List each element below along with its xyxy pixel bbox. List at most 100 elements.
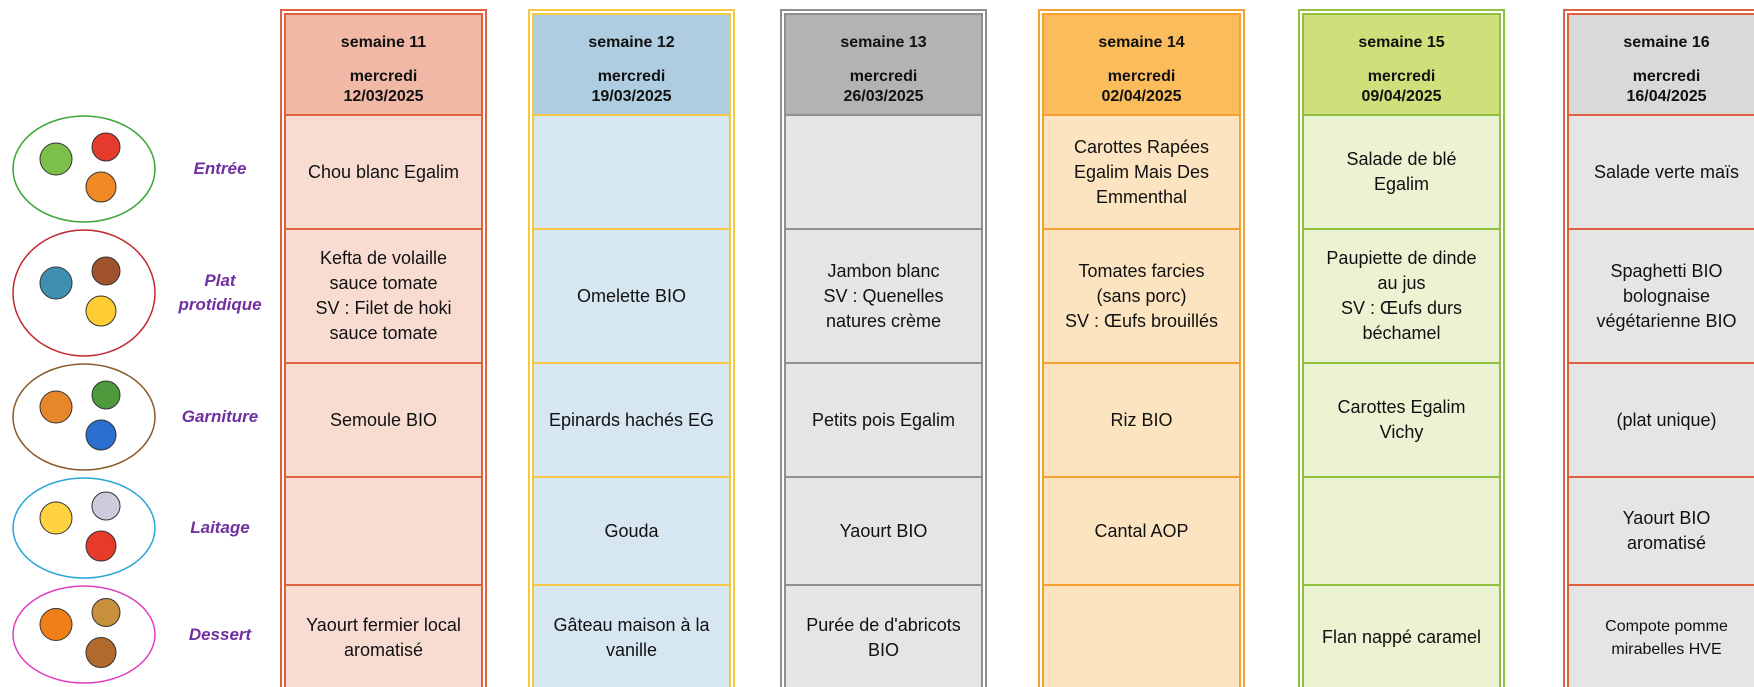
week-label: semaine 16 — [1623, 34, 1710, 51]
row-icon — [12, 477, 156, 579]
dish-line: Carottes Egalim — [1337, 397, 1466, 417]
dish-cell: Gâteau maison à la vanille — [532, 584, 731, 687]
dish-cell: Gouda — [532, 476, 731, 586]
dish-cell: Yaourt BIO aromatisé — [1567, 476, 1754, 586]
dish-cell — [1302, 476, 1501, 586]
dish-line: Gâteau maison à la — [553, 614, 710, 635]
icon-shape — [39, 142, 73, 176]
dish-line: Yaourt BIO — [1622, 508, 1711, 528]
date-label: 09/04/2025 — [1361, 88, 1442, 105]
row-label: Laitage — [190, 518, 250, 537]
week-label: semaine 13 — [840, 34, 927, 51]
dish-line: SV : Filet de hoki — [315, 298, 452, 318]
dish-line: Omelette BIO — [576, 285, 687, 306]
icon-oval — [12, 229, 156, 357]
dish-line: aromatisé — [1626, 533, 1707, 553]
dish-cell: Yaourt BIO — [784, 476, 983, 586]
day-label: mercredi — [849, 68, 918, 85]
row-label: Garniture — [181, 407, 259, 426]
menu-column: semaine 14 mercredi 02/04/2025 Carottes Rap… — [1038, 9, 1245, 687]
menu-column: semaine 15 mercredi 09/04/2025 Salade de bl… — [1298, 9, 1505, 687]
dish-cell: Cantal AOP — [1042, 476, 1241, 586]
dish-line: BIO — [867, 639, 899, 660]
dish-cell — [284, 476, 483, 586]
dish-line: Cantal AOP — [1094, 520, 1189, 541]
dish-cell: Semoule BIO — [284, 362, 483, 478]
icon-shape — [39, 266, 73, 300]
icon-shape — [91, 380, 121, 410]
dish-line: au jus — [1377, 273, 1426, 293]
icon-oval — [12, 477, 156, 579]
icon-shape — [91, 598, 121, 627]
date-label: 19/03/2025 — [591, 88, 672, 105]
row-icon — [12, 363, 156, 471]
dish-line: SV : Œufs brouillés — [1064, 310, 1219, 331]
dish-cell — [784, 114, 983, 230]
icon-oval — [12, 115, 156, 223]
dish-line: Vichy — [1379, 422, 1424, 442]
dish-cell: Riz BIO — [1042, 362, 1241, 478]
dish-line: Epinards hachés EG — [548, 409, 715, 430]
dish-cell: Flan nappé caramel — [1302, 584, 1501, 687]
week-label: semaine 11 — [340, 34, 427, 51]
menu-column: semaine 16 mercredi 16/04/2025 Salade verte… — [1563, 9, 1754, 687]
week-label: semaine 15 — [1358, 34, 1445, 51]
row-icon — [12, 585, 156, 684]
dish-line: vanille — [605, 639, 658, 660]
icon-shape — [85, 530, 117, 562]
day-label: mercredi — [1107, 68, 1176, 85]
dish-line: Petits pois Egalim — [811, 409, 956, 430]
row-label: Plat protidique — [178, 271, 262, 314]
dish-line: SV : Œufs durs — [1340, 298, 1463, 318]
dish-line: aromatisé — [343, 639, 424, 660]
dish-cell: Epinards hachés EG — [532, 362, 731, 478]
dish-line: Yaourt BIO — [839, 520, 928, 541]
dish-line: Flan nappé caramel — [1321, 627, 1482, 647]
day-label: mercredi — [1632, 68, 1701, 85]
dish-cell: Carottes Egalim Vichy — [1302, 362, 1501, 478]
dish-line: Purée de d'abricots — [806, 614, 961, 635]
dish-line: Egalim — [1373, 174, 1430, 194]
dish-line: Gouda — [604, 520, 659, 541]
dish-line: béchamel — [1362, 323, 1441, 343]
dish-cell: Petits pois Egalim — [784, 362, 983, 478]
dish-cell: Carottes Rapées Egalim Mais Des Emmenthal — [1042, 114, 1241, 230]
dish-line: végétarienne BIO — [1596, 310, 1737, 331]
dish-line: natures crème — [825, 310, 942, 331]
dish-cell: Salade verte maïs — [1567, 114, 1754, 230]
dish-line: Spaghetti BIO — [1610, 260, 1723, 281]
dish-line: Egalim Mais Des — [1073, 161, 1210, 182]
dish-line: Compote pomme — [1605, 617, 1728, 635]
dish-cell: Chou blanc Egalim — [284, 114, 483, 230]
week-label: semaine 14 — [1098, 34, 1185, 51]
dish-line: sauce tomate — [329, 273, 438, 293]
dish-line: SV : Quenelles — [823, 285, 944, 306]
dish-line: Carottes Rapées — [1073, 136, 1210, 157]
dish-line: Riz BIO — [1110, 409, 1173, 430]
row-icon — [12, 229, 156, 357]
icon-shape — [39, 390, 73, 424]
row-label: Dessert — [188, 624, 252, 644]
dish-cell — [532, 114, 731, 230]
dish-line: sauce tomate — [329, 323, 438, 343]
dish-line: (sans porc) — [1096, 285, 1187, 306]
dish-line: Paupiette de dinde — [1326, 248, 1477, 268]
dish-line: bolognaise — [1622, 285, 1711, 306]
date-label: 26/03/2025 — [843, 88, 924, 105]
dish-line: Emmenthal — [1095, 186, 1188, 207]
date-label: 02/04/2025 — [1101, 88, 1182, 105]
dish-line: (plat unique) — [1616, 409, 1717, 430]
dish-line: Salade de blé — [1346, 149, 1457, 169]
icon-shape — [85, 637, 117, 668]
dish-cell: Purée de d'abricots BIO — [784, 584, 983, 687]
dish-cell: Salade de blé Egalim — [1302, 114, 1501, 230]
icon-shape — [85, 171, 117, 203]
dish-line: Tomates farcies — [1078, 260, 1205, 281]
day-label: mercredi — [597, 68, 666, 85]
icon-oval — [12, 363, 156, 471]
row-label: Entrée — [193, 159, 247, 178]
icon-oval — [12, 585, 156, 684]
day-label: mercredi — [349, 68, 418, 85]
dish-cell: (plat unique) — [1567, 362, 1754, 478]
